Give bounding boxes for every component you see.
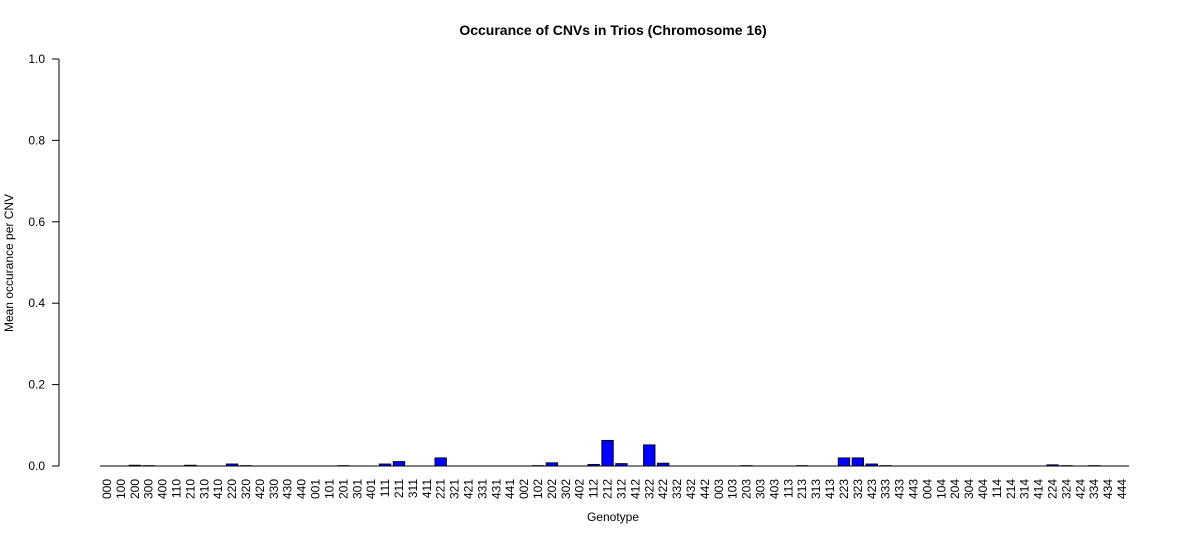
x-tick-label: 313 xyxy=(809,479,823,499)
x-tick-label: 413 xyxy=(823,479,837,499)
x-tick-label: 223 xyxy=(837,479,851,499)
x-tick-label: 201 xyxy=(336,479,350,499)
x-tick-label: 203 xyxy=(740,479,754,499)
y-tick-label: 0.8 xyxy=(28,133,45,147)
x-tick-label: 101 xyxy=(322,479,336,499)
x-tick-label: 114 xyxy=(990,479,1004,498)
x-tick-label: 000 xyxy=(100,479,114,499)
x-tick-label: 312 xyxy=(614,479,628,499)
bar xyxy=(392,461,406,467)
x-tick-label: 304 xyxy=(962,479,976,499)
y-tick-label: 1.0 xyxy=(28,52,45,66)
x-tick-label: 403 xyxy=(767,479,781,499)
x-tick-label: 440 xyxy=(295,479,309,499)
x-tick-label: 330 xyxy=(267,479,281,499)
x-tick-label: 414 xyxy=(1032,479,1046,499)
y-tick-label: 0.0 xyxy=(28,459,45,473)
x-tick-label: 421 xyxy=(461,479,475,499)
x-tick-label: 213 xyxy=(795,479,809,499)
x-tick-label: 412 xyxy=(628,479,642,499)
x-tick-label: 443 xyxy=(906,479,920,499)
x-tick-label: 301 xyxy=(350,479,364,499)
x-tick-label: 211 xyxy=(392,479,406,498)
y-tick-label: 0.6 xyxy=(28,215,45,229)
x-tick-label: 003 xyxy=(712,479,726,499)
y-tick-label: 0.2 xyxy=(28,378,45,392)
x-tick-label: 320 xyxy=(239,479,253,499)
x-tick-label: 400 xyxy=(156,479,170,499)
x-tick-label: 324 xyxy=(1059,479,1073,499)
x-tick-label: 434 xyxy=(1101,479,1115,499)
x-tick-label: 423 xyxy=(865,479,879,499)
x-tick-label: 432 xyxy=(684,479,698,499)
x-tick-label: 411 xyxy=(420,479,434,498)
x-tick-label: 401 xyxy=(364,479,378,499)
x-tick-label: 001 xyxy=(309,479,323,499)
x-tick-label: 442 xyxy=(698,479,712,499)
x-tick-label: 112 xyxy=(587,479,601,498)
x-tick-label: 113 xyxy=(781,479,795,498)
x-tick-label: 424 xyxy=(1073,479,1087,499)
x-tick-label: 420 xyxy=(253,479,267,499)
x-tick-label: 334 xyxy=(1087,479,1101,499)
x-tick-label: 331 xyxy=(475,479,489,499)
x-tick-label: 410 xyxy=(211,479,225,499)
x-tick-label: 310 xyxy=(197,479,211,499)
x-tick-label: 102 xyxy=(531,479,545,499)
x-tick-label: 404 xyxy=(976,479,990,499)
bar xyxy=(601,439,614,467)
x-tick-label: 210 xyxy=(183,479,197,499)
y-axis-label: Mean occurance per CNV xyxy=(2,194,16,332)
x-tick-label: 104 xyxy=(934,479,948,499)
chart-title: Occurance of CNVs in Trios (Chromosome 1… xyxy=(459,22,766,38)
x-tick-label: 002 xyxy=(517,479,531,499)
x-tick-label: 441 xyxy=(503,479,517,499)
x-axis-label: Genotype xyxy=(587,510,639,524)
x-tick-label: 431 xyxy=(489,479,503,499)
x-tick-label: 333 xyxy=(879,479,893,499)
x-tick-label: 321 xyxy=(448,479,462,499)
x-tick-label: 332 xyxy=(670,479,684,499)
x-tick-label: 433 xyxy=(893,479,907,499)
x-tick-label: 311 xyxy=(406,479,420,498)
x-tick-label: 430 xyxy=(281,479,295,499)
x-tick-label: 111 xyxy=(378,479,392,498)
bar xyxy=(851,457,865,467)
x-tick-label: 004 xyxy=(920,479,934,499)
y-axis: 0.0 0.2 0.4 0.6 0.8 1.0 xyxy=(28,52,60,473)
x-tick-label: 302 xyxy=(559,479,573,499)
bar xyxy=(837,457,851,467)
x-tick-label: 214 xyxy=(1004,479,1018,499)
x-tick-label: 221 xyxy=(434,479,448,499)
x-tick-label: 303 xyxy=(754,479,768,499)
x-tick-label: 314 xyxy=(1018,479,1032,499)
x-tick-label: 202 xyxy=(545,479,559,499)
bar xyxy=(643,444,656,467)
x-tick-label: 402 xyxy=(573,479,587,499)
x-tick-label: 110 xyxy=(169,479,183,498)
x-tick-label: 323 xyxy=(851,479,865,499)
x-tick-label: 100 xyxy=(114,479,128,499)
x-tick-label: 204 xyxy=(948,479,962,499)
bar xyxy=(434,457,447,467)
x-tick-label: 300 xyxy=(142,479,156,499)
x-tick-label: 322 xyxy=(642,479,656,499)
x-tick-label: 212 xyxy=(601,479,615,499)
x-tick-label: 220 xyxy=(225,479,239,499)
x-tick-label: 444 xyxy=(1115,479,1129,499)
x-tick-label: 224 xyxy=(1046,479,1060,499)
x-tick-label: 103 xyxy=(726,479,740,499)
x-tick-label: 422 xyxy=(656,479,670,499)
y-tick-label: 0.4 xyxy=(28,296,45,310)
bars xyxy=(128,439,1101,467)
x-tick-label: 200 xyxy=(128,479,142,499)
